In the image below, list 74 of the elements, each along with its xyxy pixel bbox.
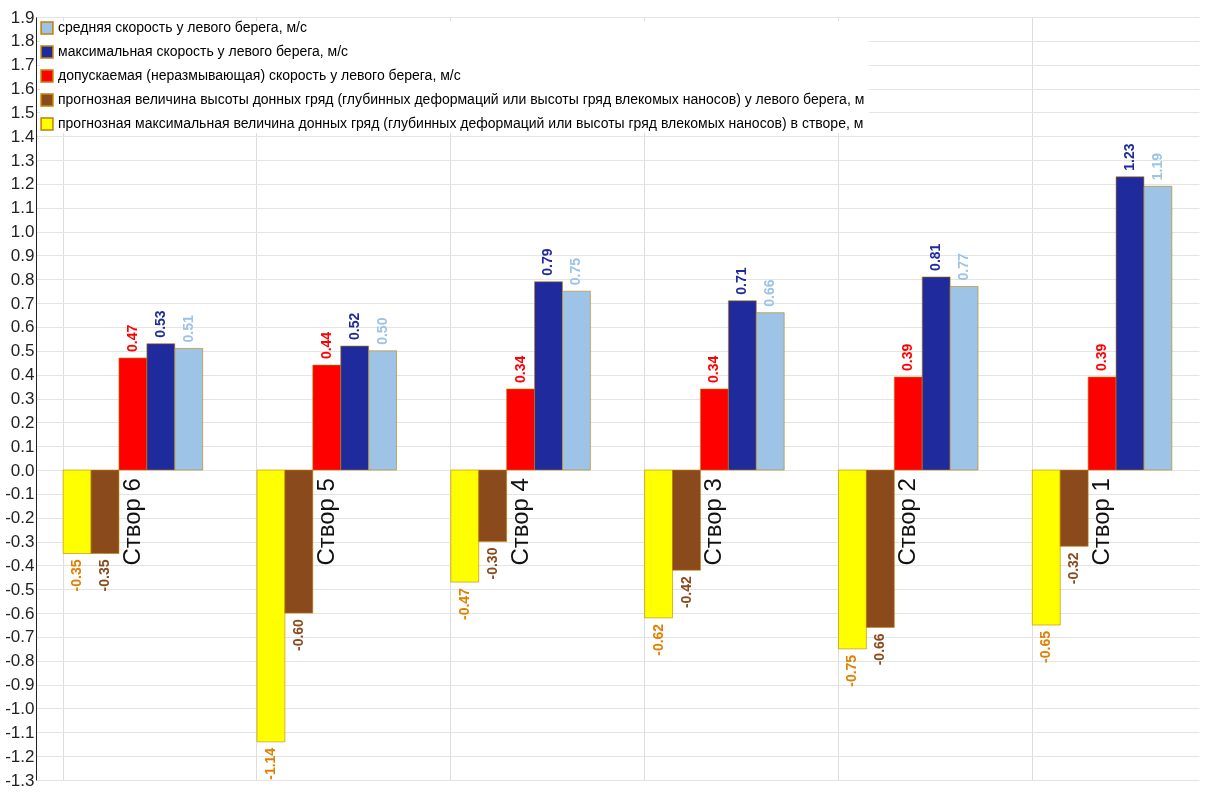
y-tick-label: -0.6 — [5, 603, 35, 623]
data-label: 0.66 — [761, 279, 778, 307]
data-label: -0.60 — [289, 618, 306, 652]
y-tick-label: 1.5 — [10, 102, 35, 122]
x-tick-label: Створ 1 — [1087, 478, 1115, 566]
y-tick-label: 1.0 — [10, 222, 35, 242]
legend-label: прогнозная максимальная величина донных гряд (глубинных деформаций или высоты гряд влекомых наносов) в створе, м — [58, 115, 864, 131]
data-label: 0.34 — [705, 355, 722, 383]
y-tick-label: -0.9 — [5, 675, 35, 695]
data-label: -1.14 — [261, 747, 278, 780]
y-tick-label: -0.1 — [5, 484, 35, 504]
y-tick-label: -1.0 — [5, 698, 35, 718]
y-tick-label: -0.4 — [5, 555, 35, 575]
data-label: 0.52 — [345, 312, 362, 341]
data-label: 0.71 — [733, 267, 750, 295]
legend-label: максимальная скорость у левого берега, м/с — [58, 43, 349, 59]
y-tick-label: 0.8 — [10, 269, 35, 289]
y-tick-label: 1.2 — [10, 174, 35, 194]
data-label: 0.77 — [955, 252, 972, 281]
x-tick-label: Створ 3 — [699, 478, 727, 566]
y-tick-label: 0.4 — [10, 365, 35, 385]
legend-label: допускаемая (неразмывающая) скорость у левого берега, м/с — [58, 67, 461, 83]
data-label: 0.44 — [317, 331, 334, 360]
y-tick-label: 1.3 — [10, 150, 35, 170]
data-label: -0.65 — [1037, 630, 1054, 663]
data-label: -0.35 — [68, 559, 85, 592]
legend-label: средняя скорость у левого берега, м/с — [58, 19, 307, 35]
y-tick-label: -0.8 — [5, 651, 35, 671]
data-label: 1.19 — [1148, 152, 1165, 181]
data-label: 0.51 — [179, 314, 196, 343]
x-tick-label: Створ 5 — [311, 478, 339, 566]
data-label: -0.62 — [649, 623, 666, 656]
y-tick-label: -0.5 — [5, 579, 35, 599]
y-tick-label: 0.9 — [10, 245, 35, 265]
y-tick-label: -1.2 — [5, 746, 35, 766]
data-label: -0.42 — [677, 575, 694, 609]
y-tick-label: -0.7 — [5, 627, 35, 647]
y-tick-label: -1.1 — [5, 722, 35, 742]
data-label: 0.81 — [927, 243, 944, 271]
data-label: -0.30 — [483, 547, 500, 580]
y-tick-label: -0.3 — [5, 532, 35, 552]
y-tick-label: -0.2 — [5, 508, 35, 528]
data-label: -0.32 — [1065, 552, 1082, 585]
y-tick-label: 1.6 — [10, 79, 35, 99]
data-label: 1.23 — [1121, 143, 1137, 171]
y-tick-label: 1.8 — [10, 31, 35, 51]
y-tick-label: 0.1 — [10, 436, 35, 456]
x-tick-label: Створ 4 — [505, 478, 533, 566]
y-tick-label: 1.7 — [10, 55, 35, 75]
y-tick-label: 1.1 — [10, 198, 35, 218]
data-label: 0.39 — [899, 343, 916, 372]
data-label: 0.34 — [511, 355, 528, 383]
y-tick-label: 0.7 — [10, 293, 35, 313]
data-label: -0.75 — [843, 654, 860, 687]
data-label: -0.35 — [96, 559, 112, 592]
data-label: 0.75 — [567, 257, 584, 286]
y-tick-label: -1.3 — [5, 770, 35, 790]
y-tick-label: 1.4 — [10, 126, 35, 146]
data-label: 0.53 — [151, 310, 168, 338]
x-tick-label: Створ 6 — [117, 478, 145, 566]
y-tick-label: 0.3 — [10, 389, 35, 408]
y-tick-label: 0.2 — [10, 412, 35, 432]
data-label: 0.79 — [539, 248, 556, 276]
y-tick-label: 0.5 — [10, 341, 35, 361]
data-label: 0.47 — [123, 324, 140, 352]
y-tick-label: 0.6 — [10, 317, 35, 337]
y-tick-label: 0.0 — [10, 460, 35, 480]
data-label: 0.39 — [1093, 343, 1110, 372]
data-label: 0.50 — [373, 317, 390, 345]
legend-label: прогнозная величина высоты донных гряд (глубинных деформаций или высоты гряд влекомых наносов) у левого берега, м — [58, 91, 865, 107]
x-tick-label: Створ 2 — [893, 478, 921, 566]
data-label: -0.47 — [455, 587, 472, 621]
y-tick-label: 1.9 — [10, 7, 35, 27]
data-label: -0.66 — [871, 633, 888, 666]
